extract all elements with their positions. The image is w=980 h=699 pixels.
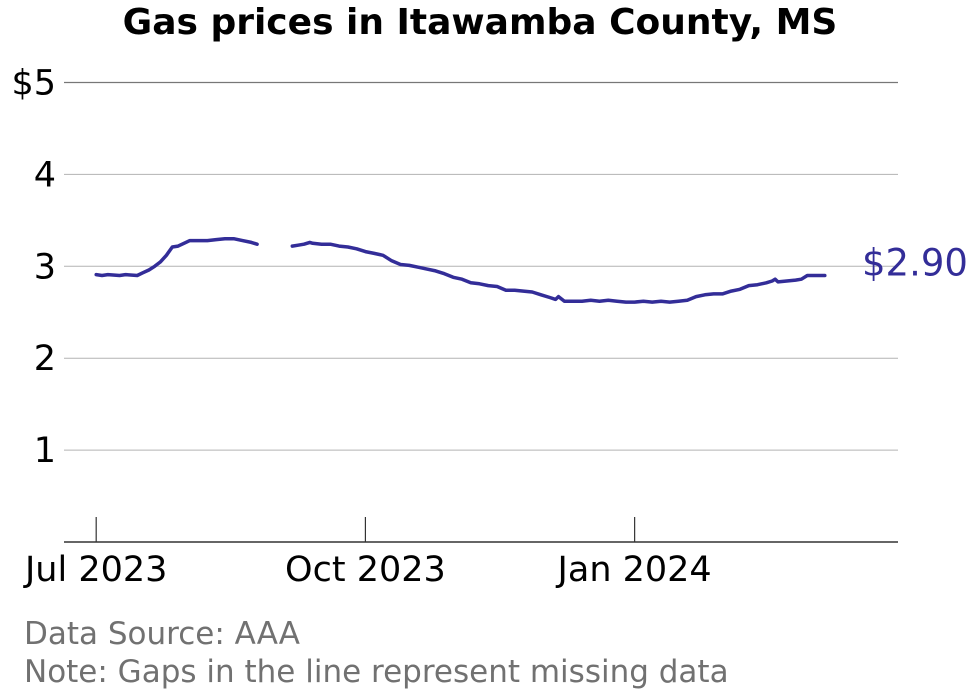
x-tick-label: Jul 2023 (23, 550, 167, 590)
x-tick-label: Jan 2024 (556, 550, 712, 590)
y-tick-label: 1 (34, 431, 56, 471)
price-line-segment (290, 240, 827, 304)
y-tick-label: $5 (11, 64, 56, 104)
chart-title: Gas prices in Itawamba County, MS (122, 2, 838, 43)
gaps-note: Note: Gaps in the line represent missing… (24, 654, 729, 690)
x-tick-label: Oct 2023 (285, 550, 446, 590)
gridlines (64, 81, 898, 451)
end-value-label: $2.90 (862, 241, 968, 284)
axes (64, 517, 898, 543)
data-source-note: Data Source: AAA (24, 616, 300, 652)
price-line-series (94, 236, 827, 304)
y-tick-label: 3 (34, 247, 56, 287)
y-tick-label: 2 (34, 339, 56, 379)
price-line-segment (94, 236, 259, 278)
labels: $5 4 3 2 1 Jul 2023 Oct 2023 Jan 2024 $2.90 (11, 64, 967, 591)
y-tick-label: 4 (34, 155, 56, 195)
